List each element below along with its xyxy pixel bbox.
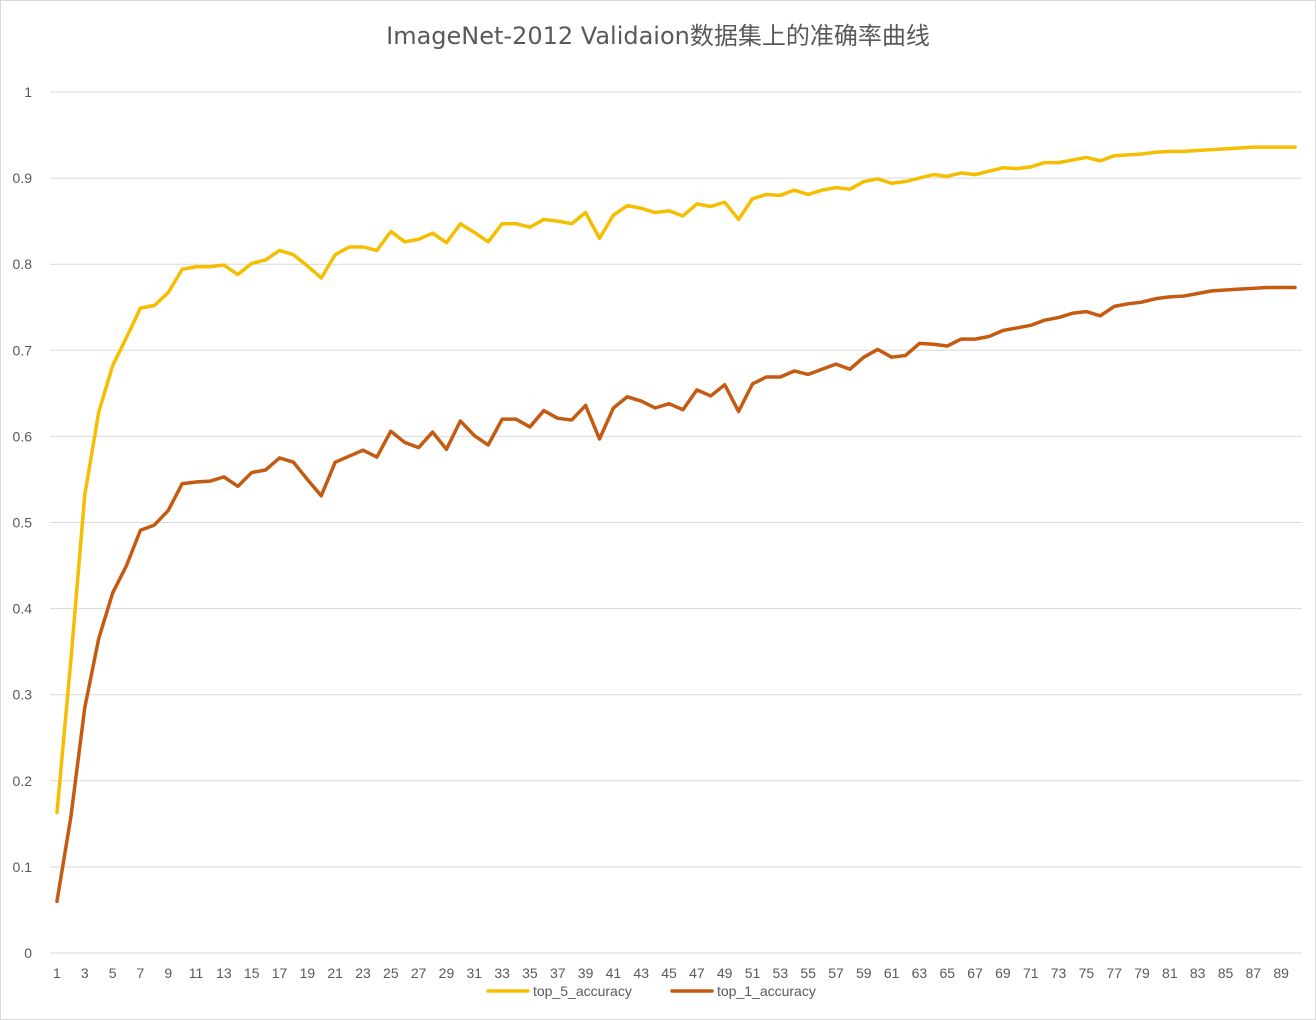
x-tick-label: 47 xyxy=(689,965,705,981)
series-line-top-5-accuracy xyxy=(55,145,1297,815)
x-tick-label: 57 xyxy=(828,965,844,981)
chart-title: ImageNet-2012 Validaion数据集上的准确率曲线 xyxy=(386,22,930,50)
x-tick-label: 45 xyxy=(661,965,677,981)
y-tick-label: 0.2 xyxy=(13,773,33,789)
x-tick-label: 25 xyxy=(383,965,399,981)
x-tick-label: 33 xyxy=(494,965,510,981)
y-tick-label: 0.6 xyxy=(13,428,33,444)
x-tick-label: 7 xyxy=(137,965,145,981)
x-tick-label: 51 xyxy=(745,965,761,981)
y-axis: 0 0.1 0.2 0.3 0.4 0.5 0.6 0.7 0.8 0.9 1 xyxy=(13,84,33,961)
x-tick-label: 29 xyxy=(439,965,455,981)
x-axis: 1 3 5 7 9 11 13 15 17 19 21 23 25 27 29 31 33 35 37 39 41 43 4… xyxy=(53,965,1289,981)
x-tick-label: 53 xyxy=(773,965,789,981)
x-tick-label: 17 xyxy=(272,965,288,981)
y-tick-label: 0.7 xyxy=(13,342,33,358)
x-tick-label: 21 xyxy=(327,965,343,981)
x-tick-label: 41 xyxy=(606,965,622,981)
x-tick-label: 23 xyxy=(355,965,371,981)
x-tick-label: 79 xyxy=(1134,965,1150,981)
series-line-top-1-accuracy xyxy=(55,285,1297,904)
y-tick-label: 1 xyxy=(24,84,32,100)
x-tick-label: 3 xyxy=(81,965,89,981)
x-tick-label: 31 xyxy=(466,965,482,981)
y-tick-label: 0.9 xyxy=(13,170,33,186)
x-tick-label: 69 xyxy=(995,965,1011,981)
legend-label-top-5-accuracy: top_5_accuracy xyxy=(533,983,632,999)
x-tick-label: 39 xyxy=(578,965,594,981)
y-tick-label: 0.5 xyxy=(13,515,33,531)
x-tick-label: 5 xyxy=(109,965,117,981)
series-lines xyxy=(55,145,1297,904)
x-tick-label: 55 xyxy=(800,965,816,981)
x-tick-label: 13 xyxy=(216,965,232,981)
x-tick-label: 43 xyxy=(633,965,649,981)
x-tick-label: 9 xyxy=(164,965,172,981)
x-tick-label: 37 xyxy=(550,965,566,981)
y-tick-label: 0 xyxy=(24,945,32,961)
x-tick-label: 71 xyxy=(1023,965,1039,981)
x-tick-label: 63 xyxy=(912,965,928,981)
x-tick-label: 49 xyxy=(717,965,733,981)
x-tick-label: 19 xyxy=(300,965,316,981)
x-tick-label: 83 xyxy=(1190,965,1206,981)
x-tick-label: 67 xyxy=(967,965,983,981)
legend: top_5_accuracy top_1_accuracy xyxy=(486,983,816,999)
x-tick-label: 1 xyxy=(53,965,61,981)
gridlines xyxy=(50,91,1302,954)
x-tick-label: 77 xyxy=(1106,965,1122,981)
y-tick-label: 0.8 xyxy=(13,256,33,272)
x-tick-label: 73 xyxy=(1051,965,1067,981)
x-tick-label: 81 xyxy=(1162,965,1178,981)
x-tick-label: 15 xyxy=(244,965,260,981)
x-tick-label: 85 xyxy=(1218,965,1234,981)
x-tick-label: 11 xyxy=(189,965,204,981)
x-tick-label: 65 xyxy=(939,965,955,981)
x-tick-label: 35 xyxy=(522,965,538,981)
legend-label-top-1-accuracy: top_1_accuracy xyxy=(717,983,816,999)
y-tick-label: 0.1 xyxy=(13,859,33,875)
y-tick-label: 0.4 xyxy=(13,601,33,617)
x-tick-label: 61 xyxy=(884,965,900,981)
x-tick-label: 27 xyxy=(411,965,427,981)
x-tick-label: 89 xyxy=(1273,965,1289,981)
x-tick-label: 75 xyxy=(1079,965,1095,981)
x-tick-label: 59 xyxy=(856,965,872,981)
y-tick-label: 0.3 xyxy=(13,687,33,703)
x-tick-label: 87 xyxy=(1246,965,1262,981)
